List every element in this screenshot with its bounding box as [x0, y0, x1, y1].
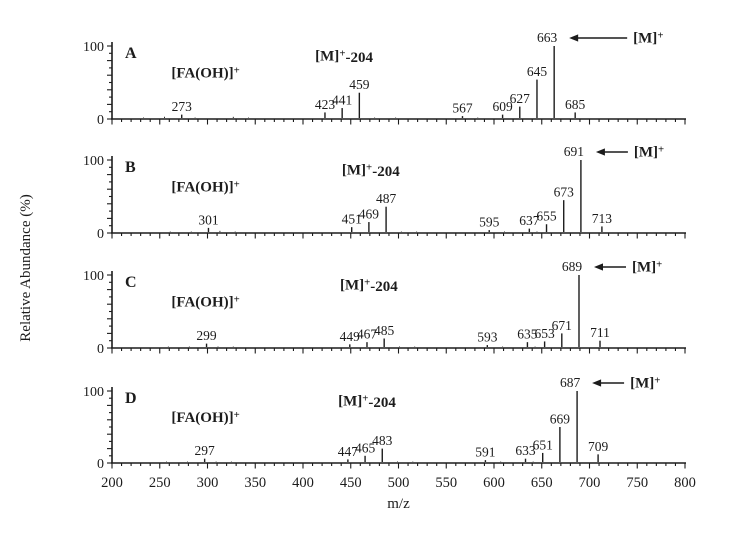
molecular-ion-arrow-head [593, 263, 603, 271]
peak-label: 663 [537, 30, 558, 45]
peak-label: 567 [452, 101, 473, 116]
peak-label: 655 [536, 209, 557, 224]
peak-label: 633 [515, 443, 536, 458]
molecular-ion-arrow-head [595, 148, 605, 156]
fragment-ion-annotation: [FA(OH)]+ [171, 409, 239, 426]
y-tick-label-100: 100 [83, 40, 104, 55]
peak-label: 441 [332, 93, 352, 108]
peak-label: 273 [172, 99, 193, 114]
fragment-ion-annotation: [FA(OH)]+ [171, 64, 239, 81]
peak-label: 485 [374, 323, 395, 338]
peak-label: 709 [588, 439, 609, 454]
x-axis-tick-label: 350 [244, 475, 266, 491]
peak-label: 673 [554, 185, 575, 200]
peak-label: 637 [519, 213, 540, 228]
molecular-ion-arrow-head [569, 34, 579, 42]
panel-letter: A [125, 45, 137, 62]
peak-label: 483 [372, 433, 393, 448]
neutral-loss-annotation: [M]+-204 [338, 392, 396, 411]
peak-label: 423 [315, 97, 336, 112]
peak-label: 669 [550, 412, 571, 427]
peak-label: 635 [517, 327, 538, 342]
neutral-loss-annotation: [M]+-204 [315, 47, 373, 66]
y-tick-label-100: 100 [83, 154, 104, 169]
molecular-ion-arrow-head [592, 379, 602, 387]
fragment-ion-annotation: [FA(OH)]+ [171, 178, 239, 195]
x-axis-tick-label: 600 [483, 475, 505, 491]
molecular-ion-annotation: [M]+ [632, 258, 662, 275]
molecular-ion-annotation: [M]+ [633, 29, 663, 46]
x-axis-tick-label: 300 [197, 475, 219, 491]
x-axis-tick-label: 200 [101, 475, 123, 491]
neutral-loss-annotation: [M]+-204 [342, 161, 400, 180]
peak-label: 467 [357, 327, 378, 342]
panel-letter: C [125, 274, 137, 291]
peak-label: 689 [562, 259, 583, 274]
peak-label: 469 [359, 207, 380, 222]
x-axis-tick-label: 550 [435, 475, 457, 491]
peak-label: 593 [477, 330, 498, 345]
peak-label: 685 [565, 97, 586, 112]
peak-label: 651 [533, 437, 553, 452]
peak-label: 645 [527, 64, 548, 79]
x-axis-tick-label: 450 [340, 475, 362, 491]
x-axis-tick-label: 400 [292, 475, 314, 491]
x-axis-tick-label: 750 [626, 475, 648, 491]
peak-label: 299 [196, 328, 217, 343]
fragment-ion-annotation: [FA(OH)]+ [171, 293, 239, 310]
panel-letter: B [125, 159, 136, 176]
y-tick-label-0: 0 [97, 227, 104, 242]
y-tick-label-100: 100 [83, 385, 104, 400]
peak-label: 687 [560, 375, 581, 390]
x-axis-tick-label: 250 [149, 475, 171, 491]
peak-label: 691 [564, 144, 584, 159]
peak-label: 487 [376, 191, 397, 206]
y-tick-label-0: 0 [97, 113, 104, 128]
y-tick-label-100: 100 [83, 269, 104, 284]
panel-letter: D [125, 390, 137, 407]
peak-label: 447 [338, 444, 359, 459]
x-axis-tick-label: 800 [674, 475, 696, 491]
x-axis-tick-label: 650 [531, 475, 553, 491]
molecular-ion-annotation: [M]+ [634, 143, 664, 160]
y-tick-label-0: 0 [97, 457, 104, 472]
peak-label: 297 [195, 443, 216, 458]
neutral-loss-annotation: [M]+-204 [340, 276, 398, 295]
peak-label: 595 [479, 215, 500, 230]
peak-label: 627 [510, 91, 531, 106]
x-axis-tick-label: 700 [579, 475, 601, 491]
y-axis-title: Relative Abundance (%) [18, 194, 34, 341]
molecular-ion-annotation: [M]+ [630, 374, 660, 391]
peak-label: 713 [592, 211, 613, 226]
x-axis-title: m/z [387, 496, 410, 512]
peak-label: 451 [342, 212, 362, 227]
x-axis-tick-label: 500 [388, 475, 410, 491]
peak-label: 459 [349, 77, 370, 92]
peak-label: 653 [534, 326, 555, 341]
peak-label: 591 [475, 445, 495, 460]
peak-label: 671 [552, 318, 572, 333]
peak-label: 465 [355, 440, 376, 455]
peak-label: 609 [492, 99, 513, 114]
peak-label: 449 [340, 329, 361, 344]
peak-label: 711 [590, 325, 610, 340]
y-tick-label-0: 0 [97, 342, 104, 357]
peak-label: 301 [198, 212, 218, 227]
